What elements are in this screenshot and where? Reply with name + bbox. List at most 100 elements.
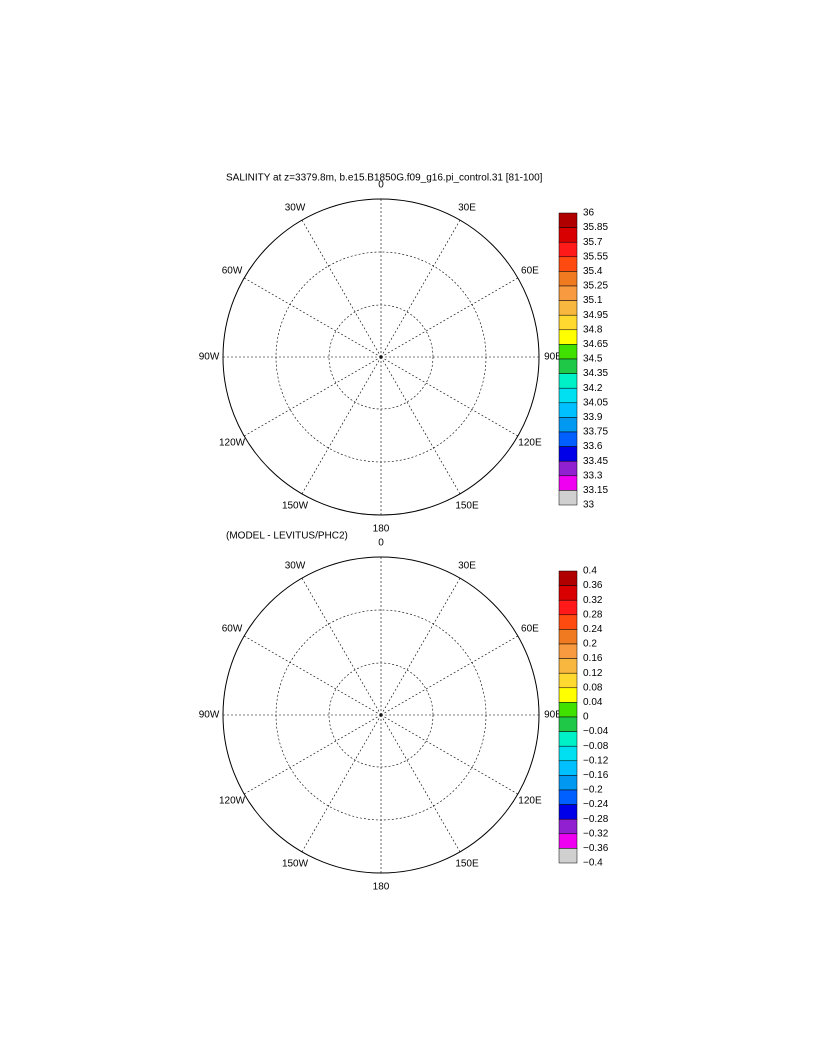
longitude-label: 180 [373,882,390,893]
colorbar-box [558,716,578,732]
colorbar-box [558,387,578,404]
colorbar-label: −0.36 [583,843,609,854]
longitude-label: 30E [458,561,476,572]
colorbar-box [558,446,578,462]
colorbar-label: 33.3 [583,470,603,481]
colorbar-box [558,417,578,433]
colorbar-label: 35.1 [583,295,603,306]
colorbar-box [558,818,578,835]
longitude-label: 90W [199,710,220,721]
colorbar-box [558,285,578,301]
colorbar-label: 0.12 [583,668,603,679]
colorbar-box [558,672,578,689]
meridian [301,220,382,358]
colorbar-box [558,227,578,243]
colorbar-label: −0.28 [583,814,609,825]
longitude-label: 30E [458,203,476,214]
colorbar-label: 0.24 [583,624,603,635]
colorbar-label: 34.95 [583,310,608,321]
colorbar-box [558,329,578,345]
meridian [380,714,461,852]
colorbar-box [558,833,578,849]
field-region [231,635,341,835]
colorbar-label: 34.35 [583,368,608,379]
longitude-label: 0 [378,538,384,549]
colorbar-label: 35.85 [583,222,608,233]
colorbar-box [558,848,578,864]
colorbar-label: 34.5 [583,354,603,365]
colorbar-box [558,402,578,418]
colorbar-box [558,241,578,258]
longitude-label: 60W [222,266,243,277]
field-region [461,685,516,805]
colorbar-box [558,775,578,791]
map-title: (MODEL - LEVITUS/PHC2) [226,531,348,542]
colorbar-box [558,300,578,316]
longitude-label: 30W [285,561,306,572]
colorbar-label: −0.04 [583,726,609,737]
colorbar-box [558,745,578,762]
colorbar-box [558,687,578,703]
meridian [380,635,518,716]
colorbar-box [558,599,578,616]
colorbar-box [558,760,578,776]
map-border [222,198,540,516]
colorbar-label: 35.55 [583,251,608,262]
colorbar-label: −0.08 [583,741,609,752]
colorbar-box [558,789,578,805]
colorbar-label: 33.45 [583,456,608,467]
field-region [311,785,461,822]
colorbar-label: 33 [583,500,595,511]
meridian [380,356,518,437]
longitude-label: 120W [219,438,246,449]
colorbar-box [558,460,578,477]
colorbar-box [558,804,578,820]
map-border [222,556,540,874]
colorbar-box [558,658,578,674]
longitude-label: 150E [455,859,479,870]
map-title: SALINITY at z=3379.8m, b.e15.B1850G.f09_… [226,173,543,184]
antarctica [297,649,476,785]
colorbar-box [558,358,578,374]
field-region [244,202,534,488]
field-region [231,565,321,695]
colorbar-label: 0.2 [583,639,597,650]
longitude-label: 120E [518,438,542,449]
longitude-label: 120E [518,796,542,807]
colorbar-label: 0.16 [583,653,603,664]
colorbar-label: 0.36 [583,580,603,591]
longitude-label: 150W [282,859,309,870]
colorbar-label: −0.12 [583,755,609,766]
colorbar-label: 33.75 [583,427,608,438]
meridian [301,578,382,716]
colorbar-box [558,314,578,331]
longitude-label: 180 [373,524,390,535]
colorbar-box [558,614,578,630]
colorbar-box [558,643,578,659]
colorbar-label: 35.25 [583,281,608,292]
meridian [380,220,461,358]
field-region [471,565,539,655]
antarctica [297,291,476,427]
colorbar-label: 0.4 [583,566,597,577]
meridian [301,356,382,494]
colorbar-box [558,271,578,287]
meridian [244,277,382,358]
longitude-label: 60E [521,624,539,635]
longitude-label: 30W [285,203,306,214]
colorbar-box [558,475,578,491]
graticule [223,199,539,515]
colorbar-label: −0.24 [583,799,609,810]
colorbar-label: 34.2 [583,383,603,394]
field-region [281,825,461,845]
colorbar-box [558,702,578,718]
longitude-label: 150E [455,501,479,512]
graticule [223,557,539,873]
colorbar-label: 33.9 [583,412,603,423]
colorbar-label: 34.05 [583,397,608,408]
colorbar-box [558,490,578,506]
colorbar-label: −0.2 [583,785,603,796]
meridian [380,277,518,358]
longitude-label: 60W [222,624,243,635]
